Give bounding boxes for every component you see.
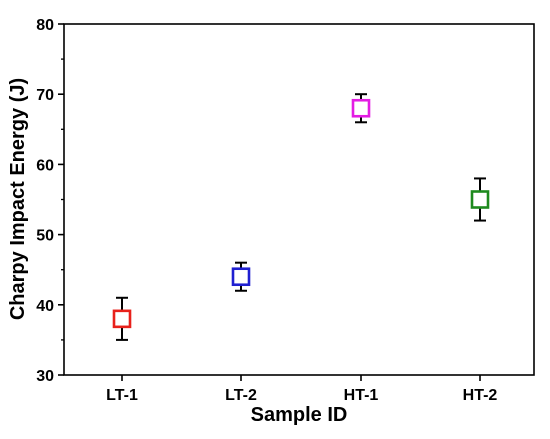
x-tick-label-ht-2: HT-2 bbox=[463, 387, 498, 404]
x-axis-title: Sample ID bbox=[251, 404, 348, 426]
marker-ht-1 bbox=[351, 98, 371, 118]
y-tick-label-30: 30 bbox=[36, 368, 54, 385]
y-tick-label-40: 40 bbox=[36, 298, 54, 315]
x-tick-label-lt-2: LT-2 bbox=[225, 387, 257, 404]
y-axis-title: Charpy Impact Energy (J) bbox=[7, 78, 29, 320]
y-tick-label-60: 60 bbox=[36, 157, 54, 174]
point-ht-1 bbox=[351, 93, 371, 124]
x-tick-label-lt-1: LT-1 bbox=[106, 387, 138, 404]
marker-ht-2 bbox=[470, 190, 490, 209]
data-points bbox=[112, 93, 490, 341]
plot-frame bbox=[63, 23, 535, 376]
y-tick-label-70: 70 bbox=[36, 87, 54, 104]
point-ht-2 bbox=[470, 177, 490, 222]
point-lt-2 bbox=[231, 261, 251, 292]
y-tick-label-80: 80 bbox=[36, 17, 54, 34]
x-tick-label-ht-1: HT-1 bbox=[344, 387, 379, 404]
point-lt-1 bbox=[112, 296, 132, 341]
marker-lt-2 bbox=[231, 267, 251, 287]
marker-lt-1 bbox=[112, 309, 132, 329]
x-axis-ticks: LT-1 LT-2 HT-1 HT-2 bbox=[106, 375, 497, 404]
y-axis-ticks: 30 40 50 60 70 80 bbox=[36, 17, 64, 385]
y-tick-label-50: 50 bbox=[36, 228, 54, 245]
